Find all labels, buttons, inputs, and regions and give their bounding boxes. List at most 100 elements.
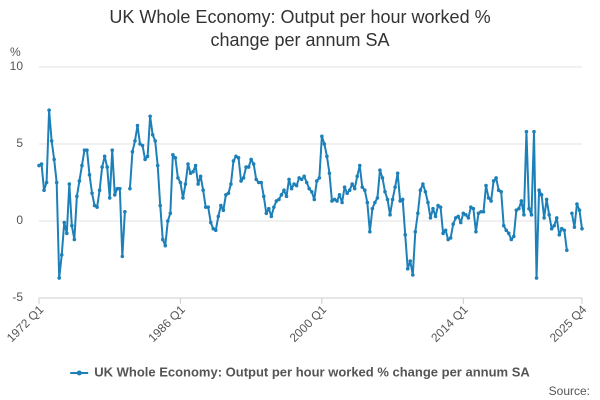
point	[133, 139, 137, 143]
point	[355, 174, 360, 179]
y-tick-label: 5	[16, 136, 23, 150]
point	[70, 223, 74, 228]
point	[393, 185, 397, 189]
point	[115, 186, 120, 191]
point	[264, 211, 269, 216]
point	[140, 143, 145, 148]
legend-label: UK Whole Economy: Output per hour worked…	[94, 364, 530, 379]
point	[421, 182, 425, 186]
point	[64, 231, 69, 236]
x-tick-label: 1972 Q1	[4, 302, 47, 345]
point	[160, 237, 165, 242]
point	[304, 180, 309, 185]
point	[181, 196, 185, 200]
point	[130, 149, 135, 154]
point	[221, 208, 226, 213]
point	[554, 216, 559, 220]
point	[75, 194, 79, 199]
point	[52, 157, 56, 162]
point	[325, 154, 329, 159]
point	[171, 152, 175, 157]
point	[236, 156, 241, 160]
point	[85, 148, 89, 152]
point	[322, 142, 327, 146]
point	[100, 165, 104, 169]
point	[309, 189, 314, 194]
point	[254, 177, 258, 182]
point	[213, 228, 218, 233]
point	[216, 214, 221, 219]
point	[251, 162, 256, 166]
point	[479, 209, 483, 214]
point	[418, 188, 423, 192]
point	[193, 163, 198, 168]
point	[44, 180, 49, 185]
point	[259, 180, 264, 185]
point	[345, 191, 349, 196]
point	[524, 129, 529, 134]
source: Source:	[549, 384, 590, 398]
point	[580, 226, 584, 231]
point	[289, 186, 294, 191]
point	[474, 229, 478, 234]
point	[373, 200, 377, 205]
point	[302, 174, 306, 179]
point	[539, 193, 544, 197]
point	[203, 205, 208, 209]
point	[284, 194, 289, 199]
point	[135, 123, 140, 128]
point	[178, 180, 183, 185]
point	[267, 206, 271, 211]
point	[486, 196, 491, 200]
point	[107, 196, 112, 200]
point	[287, 177, 291, 182]
point	[501, 223, 506, 228]
point	[229, 182, 233, 186]
point	[557, 233, 562, 237]
point	[360, 185, 365, 189]
point	[153, 139, 157, 143]
point	[365, 200, 370, 205]
point	[82, 148, 87, 152]
point	[378, 168, 382, 172]
point	[163, 243, 168, 248]
point	[186, 162, 190, 166]
y-tick-label: 0	[16, 213, 23, 227]
chart-title: UK Whole Economy: Output per hour worked…	[109, 7, 491, 50]
point	[504, 228, 509, 233]
point	[506, 231, 511, 236]
y-axis-label: %	[10, 45, 21, 59]
point	[191, 169, 195, 174]
point	[494, 176, 498, 180]
point	[451, 222, 455, 226]
point	[388, 213, 392, 217]
point	[208, 220, 213, 225]
point	[423, 189, 428, 194]
point	[62, 220, 67, 225]
point	[198, 174, 203, 179]
point	[102, 154, 107, 159]
point	[370, 206, 375, 211]
point	[443, 228, 448, 233]
point	[327, 171, 332, 176]
point	[577, 208, 582, 213]
point	[390, 197, 395, 202]
point	[95, 205, 99, 209]
point	[499, 189, 503, 194]
point	[547, 213, 551, 217]
point	[512, 234, 516, 239]
point	[416, 211, 420, 216]
point	[196, 182, 200, 186]
point	[438, 205, 443, 209]
point	[128, 186, 132, 191]
point	[183, 182, 188, 186]
point	[489, 199, 493, 203]
point	[544, 197, 549, 202]
point	[410, 273, 415, 277]
point	[456, 214, 461, 219]
point	[256, 180, 261, 185]
point	[307, 186, 312, 191]
point	[572, 225, 577, 229]
point	[244, 165, 248, 169]
